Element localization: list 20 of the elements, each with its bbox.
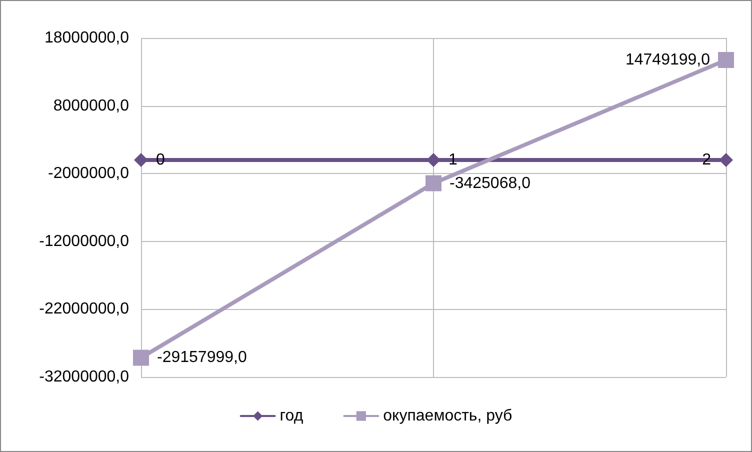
y-tick-label: -12000000,0 [39, 232, 130, 250]
point [426, 153, 440, 168]
data-label: 0 [156, 152, 165, 169]
data-label: -29157999,0 [157, 349, 247, 366]
point [719, 153, 733, 168]
point [134, 153, 148, 168]
y-tick-label: -22000000,0 [39, 300, 130, 318]
y-tick-label: 8000000,0 [53, 97, 130, 114]
point [718, 52, 734, 68]
data-label: -3425068,0 [450, 174, 531, 192]
data-label: 2 [702, 152, 712, 169]
legend-label: год [280, 408, 304, 424]
y-tick-label: -32000000,0 [39, 368, 130, 386]
data-label: 1 [448, 152, 458, 169]
y-tick-label: 18000000,0 [44, 30, 130, 46]
point [133, 350, 149, 366]
legend-label: окупаемость, руб [383, 408, 512, 424]
y-tick-label: -2000000,0 [48, 165, 130, 182]
data-label: 14749199,0 [625, 52, 710, 69]
point [426, 175, 442, 192]
